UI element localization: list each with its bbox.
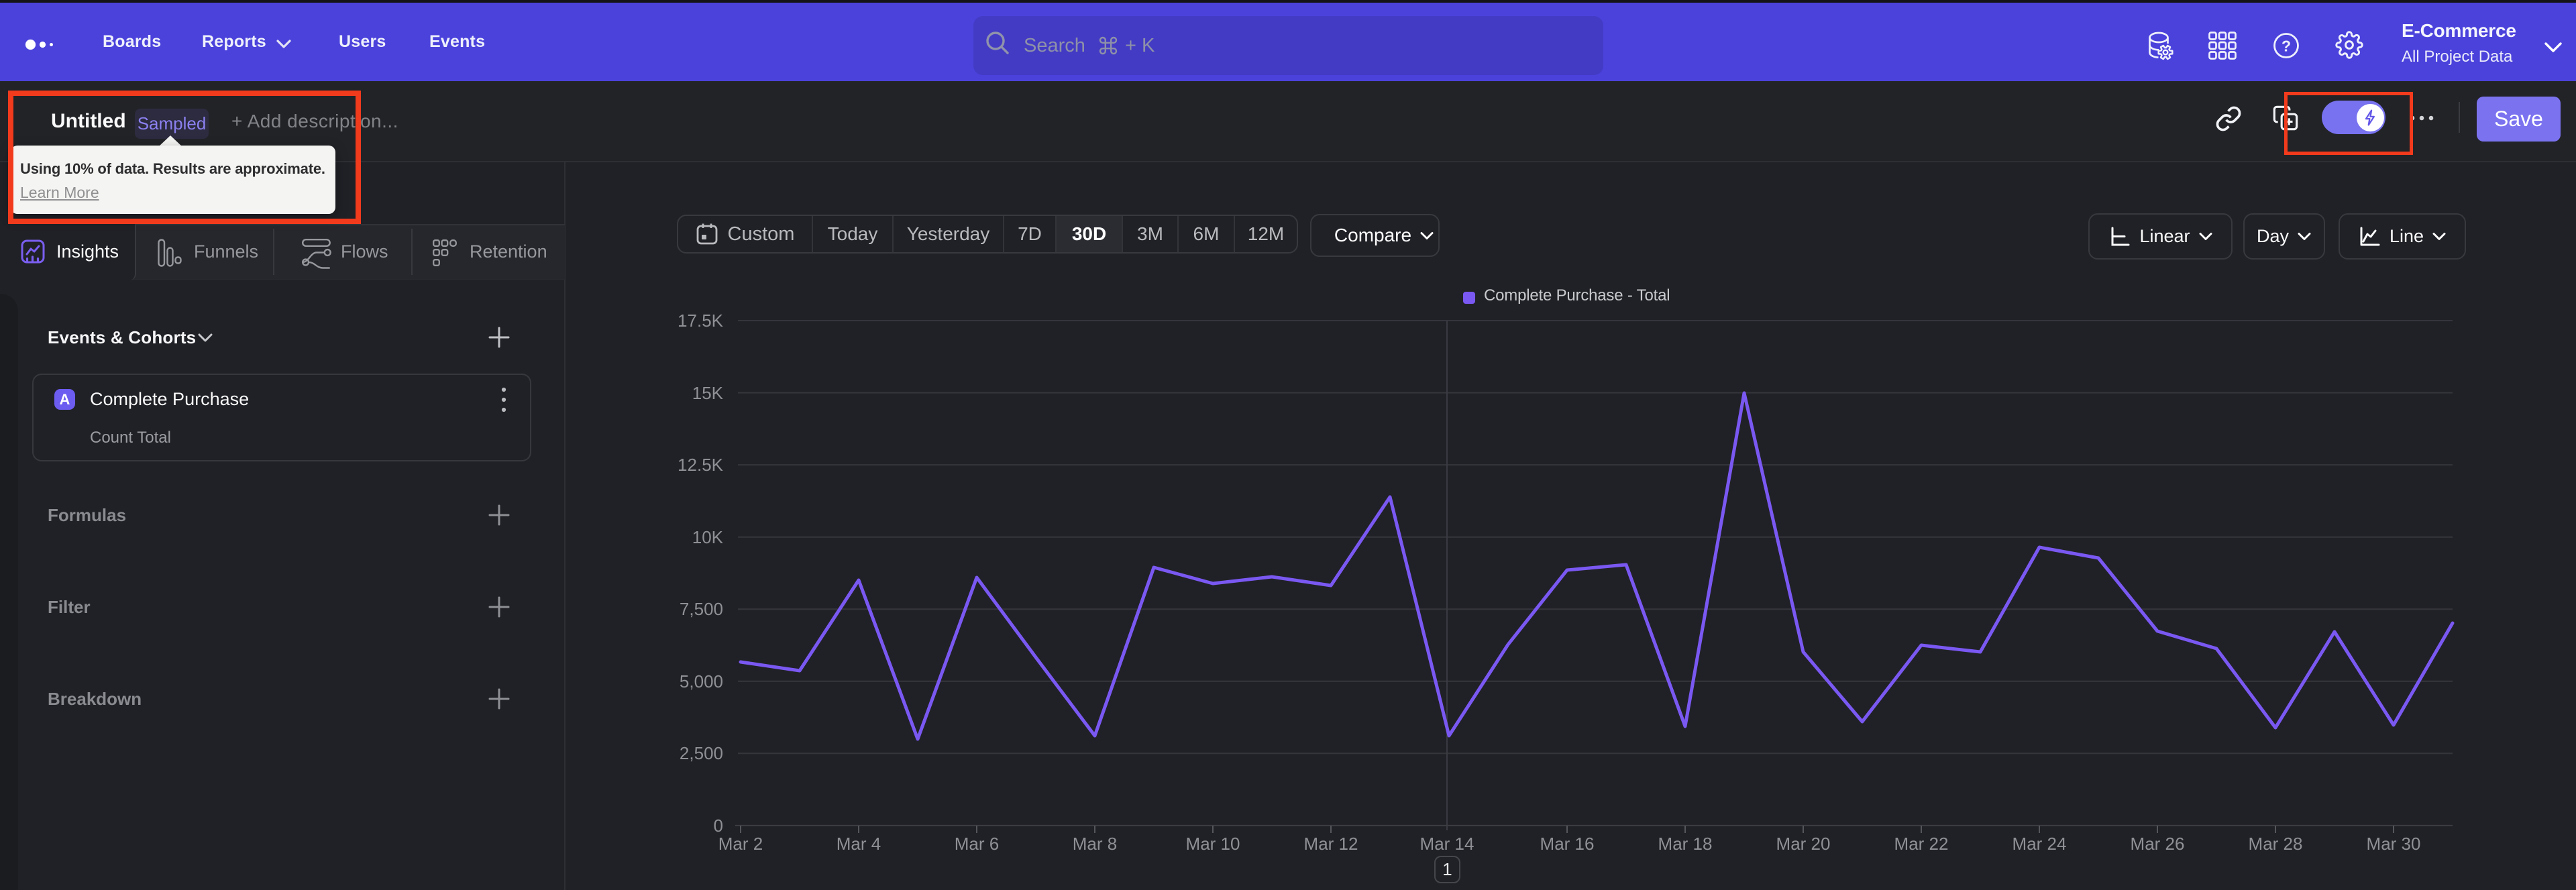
svg-text:2,500: 2,500 xyxy=(680,743,723,763)
svg-text:Mar 6: Mar 6 xyxy=(955,834,999,854)
svg-text:12.5K: 12.5K xyxy=(678,455,724,475)
svg-text:Mar 26: Mar 26 xyxy=(2131,834,2185,854)
svg-text:Mar 24: Mar 24 xyxy=(2012,834,2067,854)
svg-text:10K: 10K xyxy=(692,527,724,547)
svg-text:Mar 22: Mar 22 xyxy=(1894,834,1949,854)
svg-text:Mar 18: Mar 18 xyxy=(1658,834,1713,854)
svg-text:Mar 4: Mar 4 xyxy=(837,834,881,854)
svg-text:0: 0 xyxy=(714,816,723,836)
svg-text:15K: 15K xyxy=(692,383,724,403)
svg-text:Mar 20: Mar 20 xyxy=(1776,834,1831,854)
svg-text:17.5K: 17.5K xyxy=(678,311,724,331)
svg-text:Mar 2: Mar 2 xyxy=(718,834,763,854)
svg-text:Mar 10: Mar 10 xyxy=(1186,834,1240,854)
svg-text:7,500: 7,500 xyxy=(680,599,723,619)
svg-text:5,000: 5,000 xyxy=(680,671,723,691)
svg-text:Mar 14: Mar 14 xyxy=(1420,834,1474,854)
svg-text:Mar 30: Mar 30 xyxy=(2367,834,2421,854)
svg-text:?: ? xyxy=(2282,38,2291,55)
svg-text:Mar 8: Mar 8 xyxy=(1073,834,1117,854)
svg-text:Mar 12: Mar 12 xyxy=(1304,834,1358,854)
svg-text:Mar 28: Mar 28 xyxy=(2249,834,2303,854)
svg-text:Mar 16: Mar 16 xyxy=(1540,834,1595,854)
